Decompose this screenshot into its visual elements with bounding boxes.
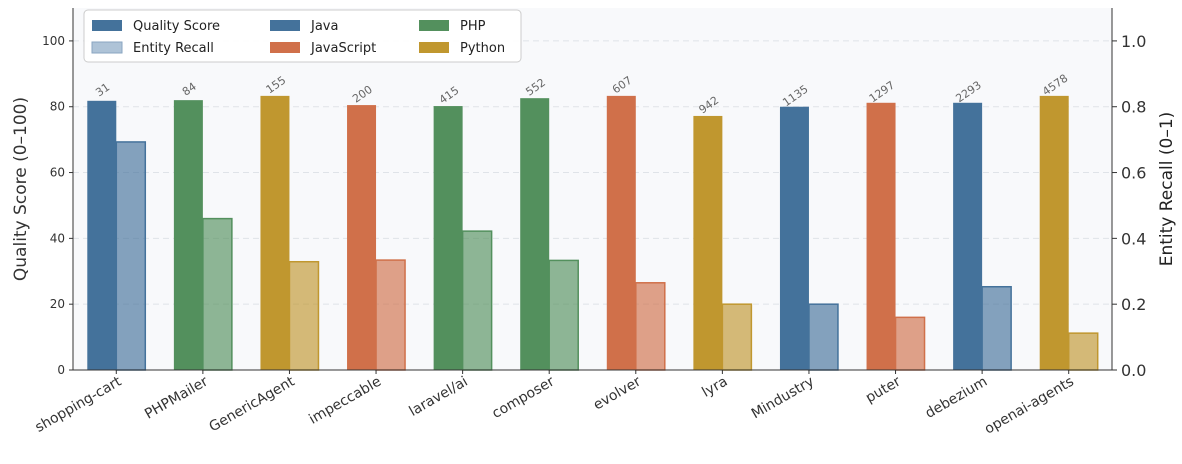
recall-bar [548,259,579,371]
x-tick-label: composer [489,373,557,421]
y2-tick-label: 0.2 [1121,295,1146,314]
quality-bar [779,106,809,371]
x-tick-label: evolver [591,373,644,413]
y-tick-label: 100 [42,34,65,48]
recall-bar [375,259,406,371]
bars [87,95,1099,371]
x-tick-label: impeccable [306,374,384,428]
y-tick-label: 0 [57,363,65,377]
y2-tick-label: 1.0 [1121,32,1146,51]
y-tick-label: 40 [50,231,65,245]
x-tick-label: GenericAgent [207,373,298,435]
legend-swatch-quality [92,20,122,31]
quality-bar [953,102,983,370]
recall-bar [808,303,839,371]
quality-bar [260,95,290,370]
quality-bar [693,115,723,370]
quality-bar [433,106,463,370]
quality-bar [866,102,896,370]
right-y-ticks: 0.0 0.2 0.4 0.6 0.8 1.0 [1112,32,1146,380]
legend-label: Java [310,19,338,34]
x-tick-label: Mindustry [749,374,817,423]
legend-swatch-php [419,20,449,31]
recall-bar [1067,332,1099,371]
recall-bar [894,316,926,371]
legend: Quality Score Entity Recall Java JavaScript… [83,9,522,63]
x-tick-label: laravel/ai [407,374,471,420]
left-y-ticks: 0 20 40 60 80 100 [42,34,73,377]
recall-bar [115,141,147,371]
y2-tick-label: 0.6 [1121,164,1146,183]
y2-axis-label: Entity Recall (0–1) [1157,112,1177,267]
recall-bar [461,230,493,371]
x-tick-label: openai-agents [982,374,1077,438]
x-tick-label: debezium [923,374,991,422]
x-tick-label: puter [863,373,904,406]
legend-swatch-java [270,20,300,31]
quality-bar [606,95,636,370]
legend-label: PHP [460,19,486,34]
quality-bar [87,100,117,370]
recall-bar [721,303,753,371]
quality-bar [520,98,550,371]
y2-tick-label: 0.8 [1121,98,1146,117]
x-tick-label: PHPMailer [142,373,211,422]
quality-bar [173,100,203,371]
x-tick-label: shopping-cart [33,373,125,435]
legend-swatch-python [419,42,449,53]
plot-area [73,8,1112,370]
y-tick-label: 80 [50,100,65,114]
legend-label: Entity Recall [133,41,214,56]
x-tick-label: lyra [699,374,730,401]
legend-label: JavaScript [310,41,376,56]
legend-swatch-recall [91,41,123,54]
legend-swatch-javascript [270,42,300,53]
y2-tick-label: 0.0 [1121,361,1146,380]
y-tick-label: 60 [50,166,65,180]
y-axis-label: Quality Score (0–100) [11,97,31,281]
y-tick-label: 20 [50,297,65,311]
legend-label: Quality Score [133,19,220,34]
legend-label: Python [460,41,505,56]
axes [72,8,1113,371]
legend-box [83,9,522,63]
recall-bar [202,217,233,371]
recall-bar [981,285,1012,371]
recall-bar [635,282,666,371]
y2-tick-label: 0.4 [1121,229,1146,248]
recall-bar [288,260,320,371]
quality-bar [347,105,377,370]
quality-bar [1039,95,1069,370]
